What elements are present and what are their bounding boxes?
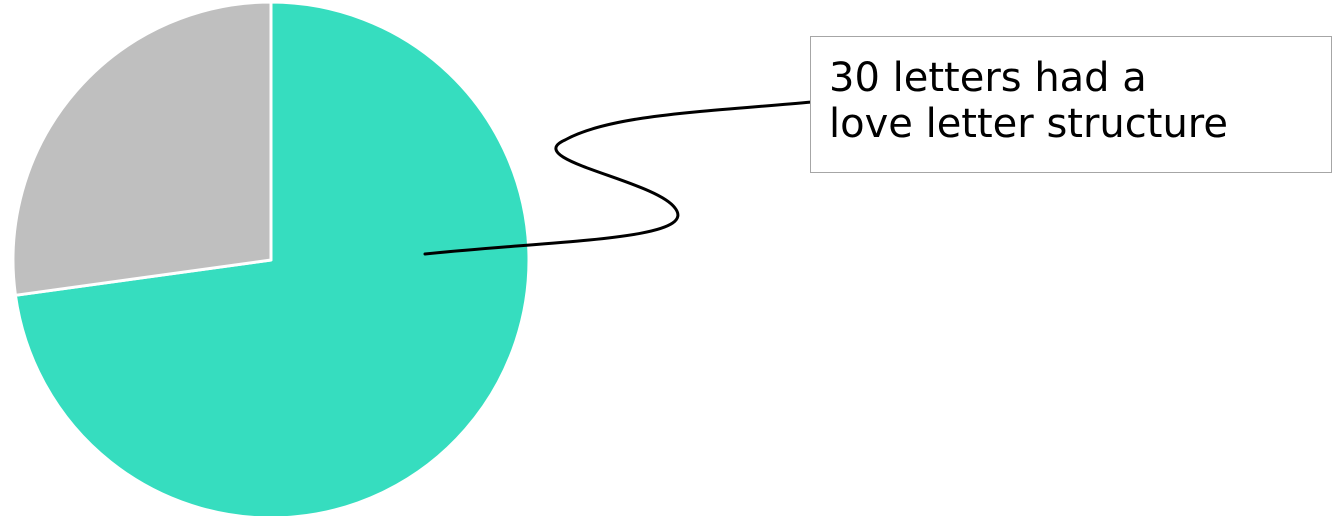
annotation-callout: 30 letters had a love letter structure (810, 36, 1332, 173)
annotation-leader-line (423, 100, 814, 256)
pie-slice-1 (11, 0, 273, 297)
annotation-text-line-1: 30 letters had a (829, 55, 1147, 101)
annotation-text-line-2: love letter structure (829, 101, 1228, 147)
pie-slices (11, 0, 531, 516)
